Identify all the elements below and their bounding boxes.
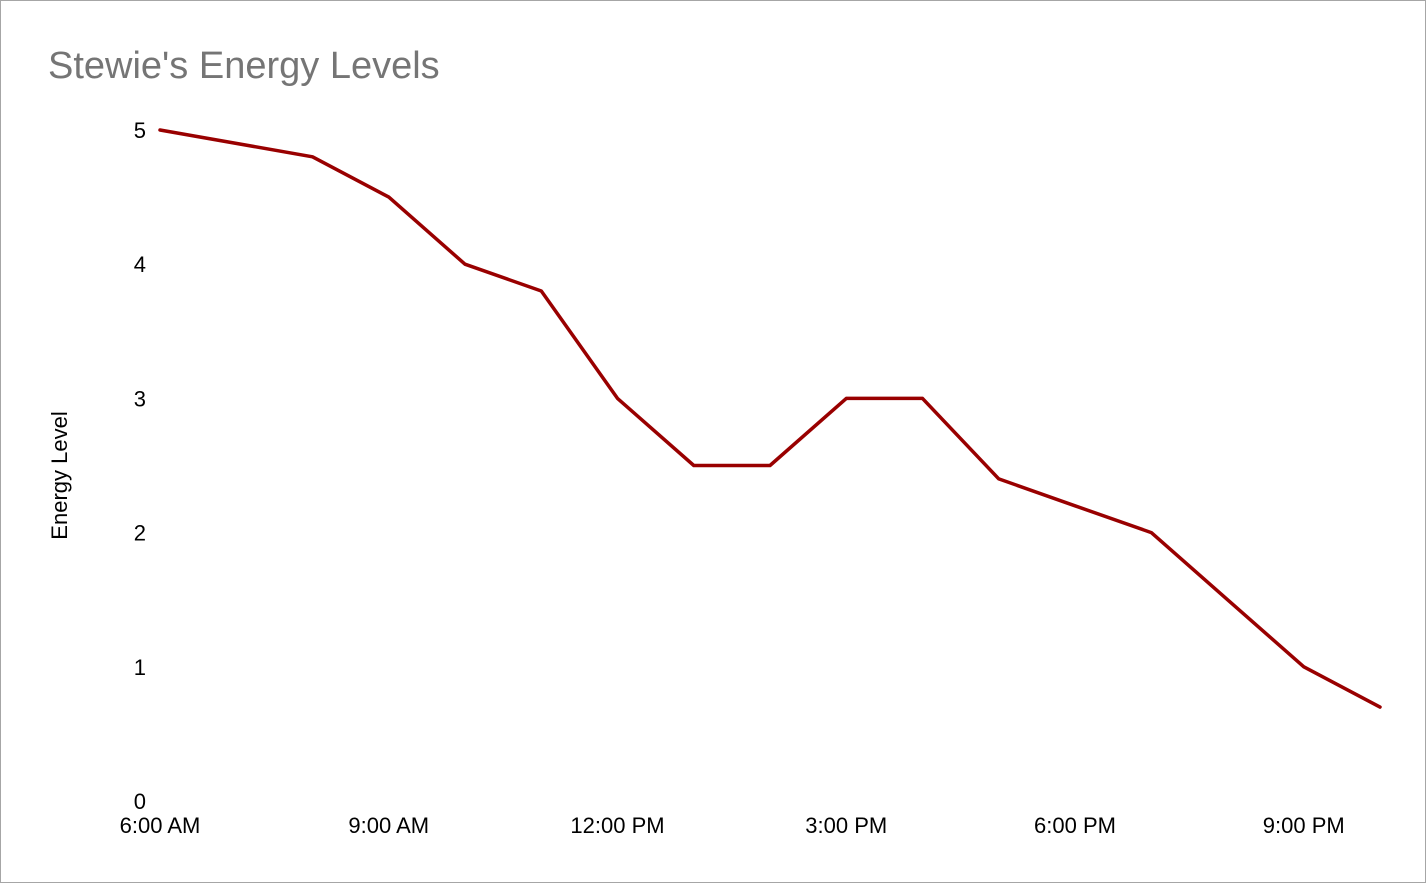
x-tick-label: 9:00 PM [1263,813,1345,838]
series-line [158,128,1382,709]
y-tick-label: 3 [134,386,146,411]
series-group [158,128,1382,709]
x-tick-label: 6:00 AM [120,813,201,838]
x-tick-label: 12:00 PM [570,813,664,838]
y-tick-label: 4 [134,252,146,277]
y-axis-ticks: 0 1 2 3 4 5 [134,118,146,814]
y-tick-label: 1 [134,655,146,680]
x-tick-label: 6:00 PM [1034,813,1116,838]
y-tick-label: 5 [134,118,146,143]
chart-title: Stewie's Energy Levels [48,45,440,87]
y-tick-label: 0 [134,789,146,814]
y-tick-label: 2 [134,521,146,546]
y-axis-label: Energy Level [47,411,72,539]
x-tick-label: 3:00 PM [805,813,887,838]
x-axis-ticks: 6:00 AM 9:00 AM 12:00 PM 3:00 PM 6:00 PM 9:00… [120,813,1345,838]
x-tick-label: 9:00 AM [348,813,429,838]
